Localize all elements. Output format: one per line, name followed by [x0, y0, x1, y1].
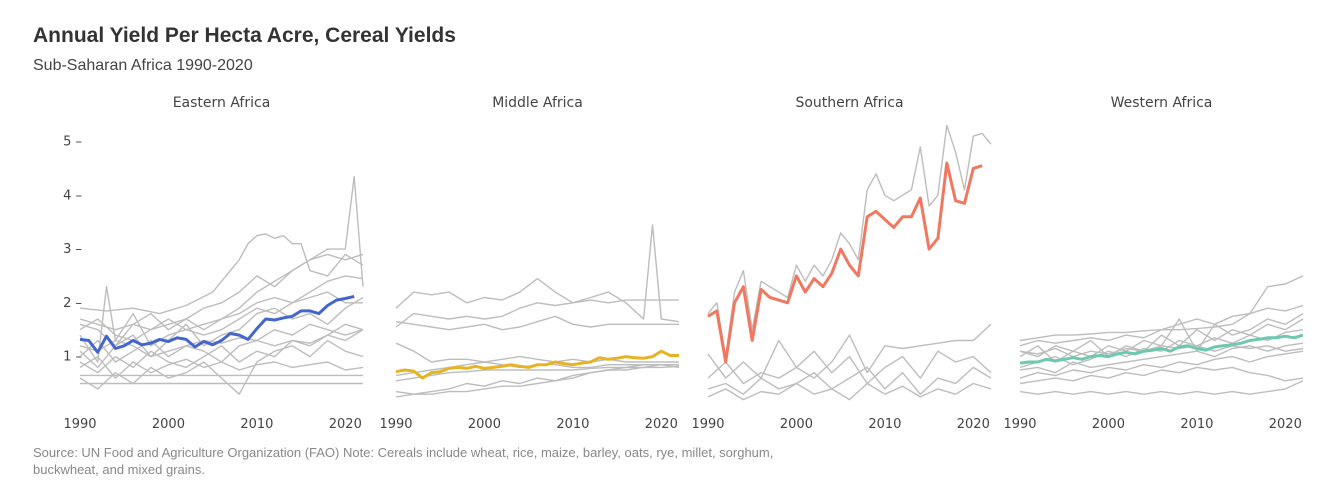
country-series-line: [707, 124, 992, 358]
country-series-line: [707, 382, 992, 401]
country-series-line: [1019, 318, 1304, 363]
x-tick-label: 2020: [645, 417, 678, 432]
y-axis: 1 – 2 – 3 – 4 – 5 –: [63, 135, 82, 365]
x-tick-label: 2010: [556, 417, 589, 432]
country-series-line: [1019, 380, 1304, 395]
region-average-line: [1019, 333, 1304, 365]
country-series-line: [395, 364, 679, 382]
x-tick-label: 1990: [379, 417, 412, 432]
region-average-line: [395, 349, 679, 380]
x-tick-label: 1990: [691, 417, 724, 432]
panel-title: Middle Africa: [492, 95, 583, 111]
x-tick-label: 2000: [1092, 417, 1125, 432]
source-note: Source: UN Food and Agriculture Organiza…: [33, 445, 774, 477]
panel-title: Southern Africa: [795, 95, 903, 111]
country-series-line: [79, 339, 364, 395]
country-series-line: [1019, 304, 1304, 347]
country-series-line: [707, 323, 992, 385]
y-tick-label: 5 –: [63, 135, 82, 150]
country-series-line: [79, 275, 364, 331]
country-series-line: [79, 296, 364, 369]
country-series-line: [79, 291, 363, 342]
country-series-line: [395, 342, 679, 363]
country-series-line: [79, 233, 364, 315]
y-tick-label: 4 –: [63, 188, 82, 203]
panel-western-africa: Western Africa 1990 2000 2010 2020: [1003, 95, 1304, 432]
x-tick-label: 2020: [957, 417, 990, 432]
chart-subtitle: Sub-Saharan Africa 1990-2020: [33, 57, 253, 74]
panel-middle-africa: Middle Africa 1990 2000 2010 2020: [379, 95, 680, 432]
country-series-line: [1019, 350, 1304, 379]
x-tick-label: 2010: [868, 417, 901, 432]
x-tick-label: 2020: [1269, 417, 1302, 432]
x-tick-label: 2000: [152, 417, 185, 432]
country-series-line: [395, 224, 680, 323]
country-series-line: [707, 339, 992, 385]
x-tick-label: 1990: [63, 417, 96, 432]
x-tick-label: 2000: [780, 417, 813, 432]
panel-eastern-africa: Eastern Africa 1990 2000 2010 2020: [63, 95, 364, 432]
country-series-line: [1019, 345, 1304, 358]
x-tick-label: 2010: [240, 417, 273, 432]
x-tick-label: 2000: [468, 417, 501, 432]
country-series-line: [79, 175, 364, 347]
country-series-line: [395, 364, 679, 395]
panel-southern-africa: Southern Africa 1990 2000 2010 2020: [691, 95, 992, 432]
country-series-line: [1019, 366, 1304, 385]
country-series-line: [79, 355, 364, 379]
country-series-line: [707, 366, 992, 395]
region-average-line: [707, 161, 983, 364]
y-tick-label: 1 –: [63, 350, 82, 365]
country-series-line: [395, 299, 679, 328]
panel-title: Western Africa: [1111, 95, 1213, 111]
country-series-line: [1019, 275, 1304, 342]
country-series-line: [79, 253, 364, 363]
region-average-line: [79, 294, 355, 354]
country-series-line: [395, 315, 679, 331]
x-tick-label: 2010: [1180, 417, 1213, 432]
x-tick-label: 2020: [329, 417, 362, 432]
y-tick-label: 3 –: [63, 242, 82, 257]
panel-title: Eastern Africa: [173, 95, 271, 111]
y-tick-label: 2 –: [63, 296, 82, 311]
x-tick-label: 1990: [1003, 417, 1036, 432]
country-series-line: [1019, 329, 1304, 369]
country-series-line: [79, 329, 364, 374]
chart-title: Annual Yield Per Hecta Acre, Cereal Yiel…: [33, 24, 456, 47]
country-series-line: [395, 365, 680, 398]
